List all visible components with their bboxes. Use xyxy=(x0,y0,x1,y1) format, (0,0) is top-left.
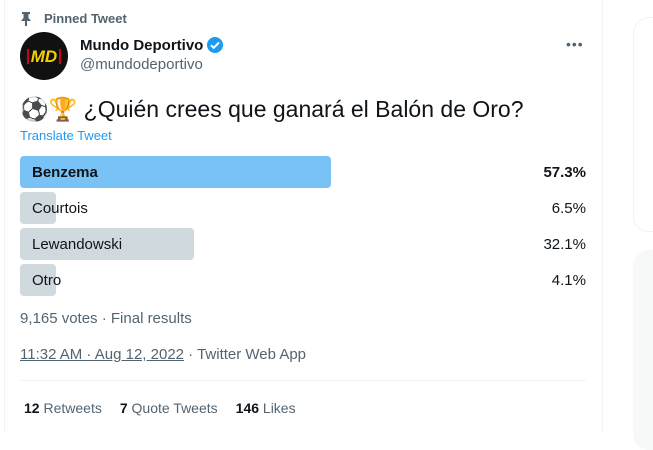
poll-option-percent: 4.1% xyxy=(551,272,586,289)
tweet-body: ¿Quién crees que ganará el Balón de Oro? xyxy=(83,96,524,122)
poll-option: Lewandowski 32.1% xyxy=(20,228,586,260)
poll-option-label: Lewandowski xyxy=(32,236,123,253)
avatar[interactable]: MD xyxy=(20,32,68,80)
tweet-source: · Twitter Web App xyxy=(184,346,307,363)
poll-bar xyxy=(20,228,195,260)
poll-option: Otro 4.1% xyxy=(20,264,586,296)
tweet-text: ⚽🏆 ¿Quién crees que ganará el Balón de O… xyxy=(20,96,524,123)
tweet-timestamp: 11:32 AM · Aug 12, 2022 · Twitter Web Ap… xyxy=(20,346,306,363)
author-name-text: Mundo Deportivo xyxy=(80,36,204,54)
poll-option: Courtois 6.5% xyxy=(20,192,586,224)
sidebar-card xyxy=(633,17,653,232)
pinned-label: Pinned Tweet xyxy=(44,11,127,26)
verified-icon xyxy=(207,37,224,53)
poll-option-label: Benzema xyxy=(32,164,98,181)
tweet-stats: 12 Retweets 7 Quote Tweets 146 Likes xyxy=(24,400,296,416)
pin-icon xyxy=(21,11,31,26)
poll-option: Benzema 57.3% xyxy=(20,156,586,188)
pinned-indicator: Pinned Tweet xyxy=(20,11,127,26)
retweets-link[interactable]: 12 Retweets xyxy=(24,400,102,416)
poll-bar xyxy=(20,192,56,224)
timestamp-link[interactable]: 11:32 AM · Aug 12, 2022 xyxy=(20,346,185,363)
poll-option-percent: 32.1% xyxy=(543,236,586,253)
poll-option-label: Courtois xyxy=(32,200,88,217)
translate-tweet-link[interactable]: Translate Tweet xyxy=(20,128,112,143)
avatar-logo: MD xyxy=(26,48,62,65)
author-handle[interactable]: @mundodeportivo xyxy=(80,56,203,73)
poll-option-label: Otro xyxy=(32,272,62,289)
more-options-icon[interactable]: ••• xyxy=(566,36,584,52)
poll-bar xyxy=(20,264,56,296)
tweet-column xyxy=(4,0,603,432)
poll-option-percent: 6.5% xyxy=(551,200,586,217)
quote-tweets-link[interactable]: 7 Quote Tweets xyxy=(119,400,218,416)
poll-bar xyxy=(20,156,332,188)
emoji: ⚽🏆 xyxy=(20,96,78,122)
author-name[interactable]: Mundo Deportivo xyxy=(80,36,224,54)
poll-option-percent: 57.3% xyxy=(543,164,586,181)
divider xyxy=(20,380,586,381)
sidebar-trends-card xyxy=(633,250,653,450)
poll-summary: 9,165 votes · Final results xyxy=(20,310,192,327)
likes-link[interactable]: 146 Likes xyxy=(235,400,296,416)
